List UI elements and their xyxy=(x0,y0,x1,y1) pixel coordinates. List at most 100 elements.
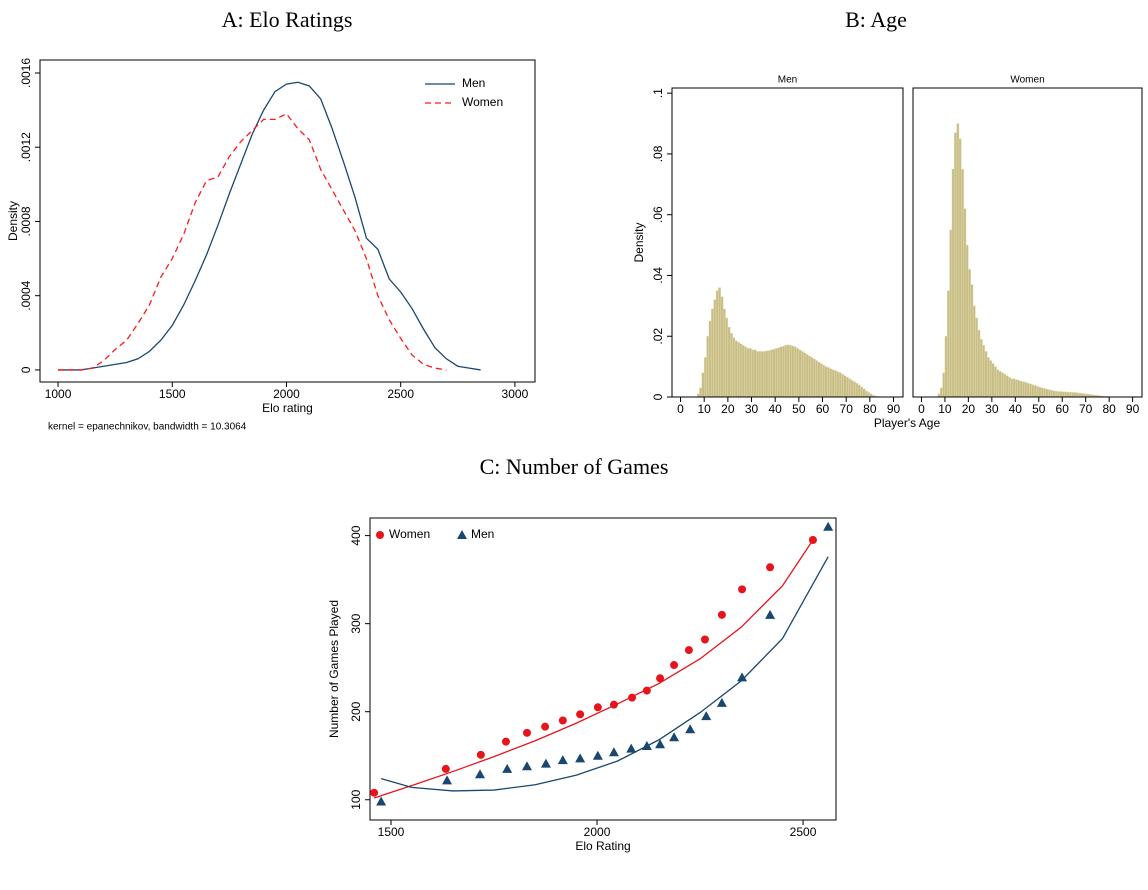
point xyxy=(376,797,386,806)
bar xyxy=(789,345,791,397)
bar xyxy=(742,345,744,397)
bar xyxy=(733,338,735,397)
bar xyxy=(787,345,789,397)
legend-marker xyxy=(376,531,384,539)
density-line xyxy=(58,82,481,370)
bar xyxy=(1015,380,1017,397)
bar xyxy=(723,309,725,397)
legend-label: Women xyxy=(389,527,430,541)
bar xyxy=(1004,374,1006,397)
bar xyxy=(832,370,834,397)
bar xyxy=(858,385,860,397)
point xyxy=(701,636,709,644)
bar xyxy=(1046,389,1048,397)
bar xyxy=(815,361,817,397)
y-tick-label: .0004 xyxy=(19,280,33,310)
bar xyxy=(1065,392,1067,397)
bar xyxy=(752,350,754,397)
y-tick-label: .0008 xyxy=(19,206,33,236)
bar xyxy=(959,139,961,397)
plot-frame xyxy=(370,518,836,820)
point xyxy=(575,753,585,762)
bar xyxy=(994,367,996,397)
bar xyxy=(1006,376,1008,397)
bar xyxy=(844,376,846,397)
fit-line xyxy=(381,557,828,791)
legend-label: Men xyxy=(471,527,494,541)
y-tick-label: .02 xyxy=(651,328,665,345)
bar xyxy=(975,318,977,397)
point xyxy=(541,723,549,731)
x-tick-label: 1000 xyxy=(45,387,72,401)
panel-title: Women xyxy=(1010,75,1044,86)
bar xyxy=(1008,377,1010,397)
point xyxy=(559,717,567,725)
bar xyxy=(1039,387,1041,397)
point xyxy=(502,764,512,773)
x-tick-label: 10 xyxy=(938,402,952,416)
bar xyxy=(1027,383,1029,397)
bar xyxy=(721,297,723,397)
point xyxy=(628,694,636,702)
bar xyxy=(865,391,867,397)
x-tick-label: 40 xyxy=(769,402,783,416)
point xyxy=(701,711,711,720)
panel-title: Men xyxy=(778,75,797,86)
y-tick-label: .0012 xyxy=(19,132,33,162)
bar xyxy=(1041,388,1043,397)
x-tick-label: 50 xyxy=(792,402,806,416)
point xyxy=(541,759,551,768)
bar xyxy=(763,351,765,397)
x-tick-label: 0 xyxy=(918,402,925,416)
bar xyxy=(830,369,832,397)
x-tick-label: 20 xyxy=(721,402,735,416)
bar xyxy=(851,380,853,397)
point xyxy=(823,522,833,531)
bar xyxy=(1060,392,1062,397)
bar xyxy=(707,336,709,397)
bar xyxy=(992,364,994,397)
bar xyxy=(761,351,763,397)
point xyxy=(669,732,679,741)
bar xyxy=(853,382,855,397)
bar xyxy=(1018,380,1020,397)
x-tick-label: 2000 xyxy=(273,387,300,401)
chart-title: B: Age xyxy=(845,7,907,32)
bar xyxy=(856,383,858,397)
bar xyxy=(1022,382,1024,397)
bar xyxy=(1069,392,1071,397)
point xyxy=(370,789,378,797)
x-tick-label: 30 xyxy=(985,402,999,416)
bar xyxy=(1053,391,1055,397)
bar xyxy=(954,133,956,397)
bar xyxy=(825,367,827,397)
bar xyxy=(989,361,991,397)
bar xyxy=(837,372,839,397)
y-axis-title: Number of Games Played xyxy=(327,600,341,738)
bar xyxy=(768,351,770,397)
bar xyxy=(849,379,851,397)
y-axis-title: Density xyxy=(632,222,646,262)
bar xyxy=(823,365,825,397)
bar xyxy=(952,169,954,397)
x-axis-title: Player's Age xyxy=(874,416,941,430)
point xyxy=(593,751,603,760)
bar xyxy=(1025,382,1027,397)
x-tick-label: 60 xyxy=(816,402,830,416)
bar xyxy=(806,354,808,397)
x-tick-label: 50 xyxy=(1032,402,1046,416)
bar xyxy=(950,230,952,397)
bar xyxy=(820,364,822,397)
x-tick-label: 1500 xyxy=(159,387,186,401)
bar xyxy=(1029,384,1031,397)
chart-title: C: Number of Games xyxy=(480,454,669,479)
bar xyxy=(1001,373,1003,397)
bar xyxy=(1058,392,1060,397)
point xyxy=(626,744,636,753)
bar xyxy=(714,300,716,397)
bar xyxy=(968,269,970,397)
bar xyxy=(754,350,756,397)
bar xyxy=(839,373,841,397)
bar xyxy=(702,373,704,397)
